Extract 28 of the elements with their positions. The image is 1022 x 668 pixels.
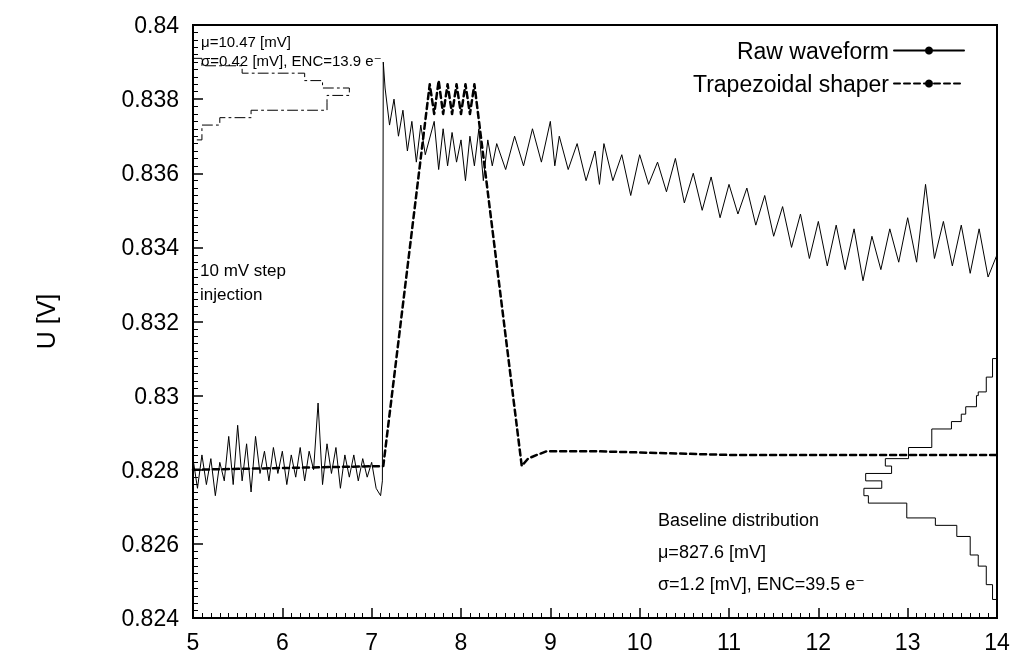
annotation: Baseline distribution	[658, 510, 820, 530]
x-tick-label: 9	[543, 628, 557, 655]
annotation: σ=0.42 [mV], ENC=13.9 e⁻	[201, 51, 382, 69]
y-tick-label: 0.83	[134, 382, 179, 409]
x-tick-label: 7	[365, 628, 379, 655]
y-tick-label: 0.826	[121, 530, 179, 557]
y-tick-label: 0.828	[121, 456, 179, 483]
annotation: σ=1.2 [mV], ENC=39.5 e⁻	[658, 574, 865, 594]
x-tick-label: 14	[984, 628, 1010, 655]
y-tick-label: 0.824	[121, 605, 180, 631]
x-tick-label: 10	[626, 628, 653, 655]
y-tick-label: 0.838	[121, 86, 179, 113]
annotation: 10 mV step injection	[200, 260, 291, 304]
legend-label: Trapezoidal shaper	[692, 70, 890, 97]
y-tick-label: 0.84	[134, 12, 180, 38]
x-tick-label: 8	[454, 628, 468, 655]
x-tick-label: 13	[894, 628, 921, 655]
x-tick-label: 11	[717, 628, 741, 655]
legend-label: Raw waveform	[736, 37, 889, 64]
x-tick-label: 6	[275, 628, 289, 655]
annotation: μ=827.6 [mV]	[658, 542, 766, 562]
y-tick-label: 0.832	[121, 308, 179, 335]
x-tick-label: 12	[805, 628, 832, 655]
annotation: μ=10.47 [mV]	[201, 32, 291, 50]
y-axis-title: U [V]	[31, 293, 60, 350]
x-tick-label: 5	[186, 628, 200, 655]
y-tick-label: 0.836	[121, 160, 179, 187]
y-tick-label: 0.834	[121, 234, 180, 261]
